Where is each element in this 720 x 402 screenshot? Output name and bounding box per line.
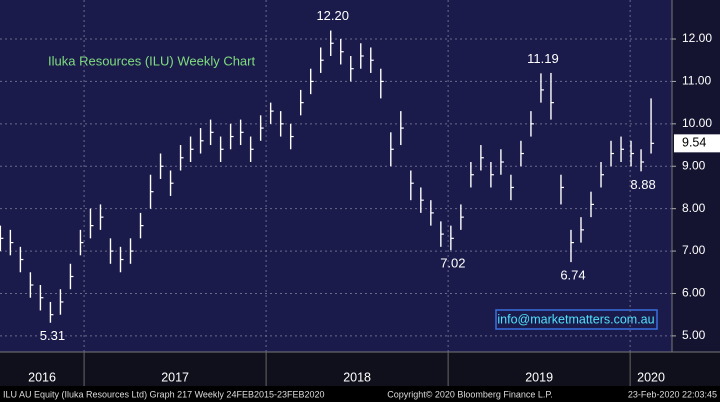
y-axis-area [672, 0, 720, 352]
y-tick-label: 11.00 [682, 74, 711, 88]
x-tick-label: 2017 [161, 370, 189, 384]
y-tick-label: 10.00 [682, 116, 712, 130]
y-tick-label: 9.00 [682, 158, 706, 172]
footer-right: 23-Feb-2020 22:03:45 [628, 389, 717, 399]
annotation: 11.19 [527, 51, 559, 66]
annotation: 6.74 [560, 268, 585, 283]
chart-title: Iluka Resources (ILU) Weekly Chart [48, 53, 255, 68]
footer-center: Copyright© 2020 Bloomberg Finance L.P. [387, 389, 553, 399]
annotation: 8.88 [630, 177, 655, 192]
x-tick-label: 2018 [343, 370, 371, 384]
footer-left: ILU AU Equity (Iluka Resources Ltd) Grap… [3, 389, 325, 399]
annotation: 5.31 [40, 328, 65, 343]
y-tick-label: 6.00 [682, 286, 706, 300]
y-tick-label: 12.00 [682, 31, 712, 45]
watermark-box [495, 309, 658, 330]
annotation: 12.20 [316, 8, 349, 23]
x-axis-area [0, 352, 720, 386]
y-tick-label: 8.00 [682, 201, 706, 215]
watermark: info@marketmatters.com.au [497, 312, 654, 326]
x-tick-label: 2016 [28, 370, 56, 384]
mark-layer [0, 30, 655, 323]
grid-layer [0, 0, 672, 352]
last-price-label: 9.54 [682, 136, 706, 150]
last-price-box [674, 134, 720, 153]
annotation: 7.02 [440, 256, 465, 271]
x-tick-label: 2019 [525, 370, 553, 384]
y-tick-label: 7.00 [682, 243, 706, 257]
y-tick-label: 5.00 [682, 328, 706, 342]
x-tick-label: 2020 [637, 370, 665, 384]
